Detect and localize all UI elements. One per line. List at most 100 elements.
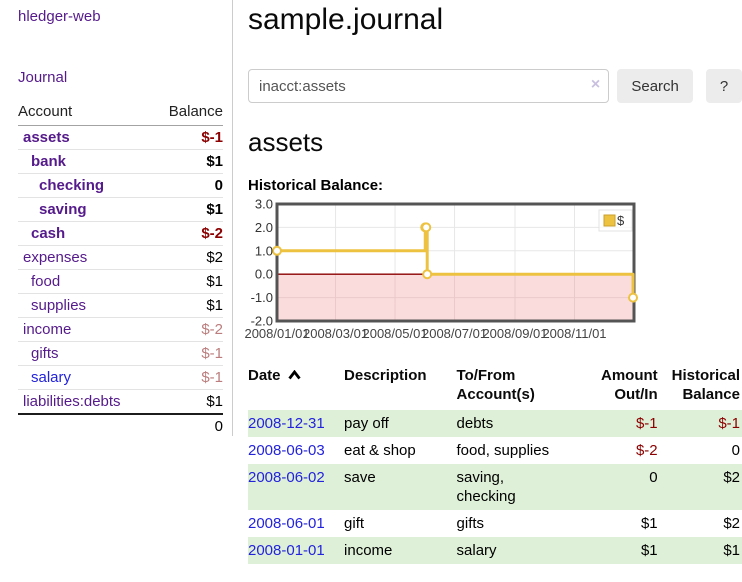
search-form: × Search ? (248, 69, 742, 103)
transactions-header-row: Date Description To/From Account(s) Amou… (248, 364, 742, 410)
chart-title: Historical Balance: (248, 177, 384, 194)
transaction-row: 2008-01-01 income salary $1 $1 (248, 537, 742, 564)
svg-text:2008/05/01: 2008/05/01 (362, 326, 427, 341)
transaction-description: pay off (344, 415, 389, 432)
accounts-column-header-main: To/From Account(s) (456, 367, 535, 403)
account-balance: $1 (152, 149, 223, 174)
account-link[interactable]: checking (39, 177, 105, 194)
chart-canvas: $3.0 2.0 1.0 0.0 -1.0 -2.02008/01/012008/03/0… (244, 197, 639, 341)
transaction-amount: $-1 (635, 415, 658, 432)
main-content: sample.journal × Search ? assets Histori… (244, 0, 742, 564)
transaction-date-link[interactable]: 2008-01-01 (248, 542, 325, 559)
transaction-description: eat & shop (344, 442, 416, 459)
account-row: supplies $1 (18, 293, 223, 318)
account-row: saving $1 (18, 197, 223, 222)
transaction-accounts: debts (456, 415, 494, 432)
account-balance: 0 (152, 173, 223, 198)
transaction-amount: $1 (640, 542, 658, 559)
account-link[interactable]: food (31, 273, 61, 290)
balance-column-header: Balance (152, 100, 223, 126)
description-column-header: Description (344, 367, 427, 384)
account-link[interactable]: bank (31, 153, 67, 170)
svg-text:3.0: 3.0 (255, 197, 273, 212)
transaction-amount: $1 (640, 515, 658, 532)
accounts-total-value: 0 (152, 413, 223, 438)
transaction-description: gift (344, 515, 365, 532)
svg-text:2008/01/01: 2008/01/01 (244, 326, 309, 341)
transaction-balance: $2 (723, 469, 740, 486)
account-link[interactable]: cash (31, 225, 66, 242)
transaction-date-link[interactable]: 2008-06-01 (248, 515, 325, 532)
account-link[interactable]: salary (31, 369, 72, 386)
account-row: income $-2 (18, 317, 223, 342)
account-link[interactable]: assets (23, 129, 70, 146)
page-title: sample.journal (248, 3, 444, 36)
transaction-amount: $-2 (635, 442, 658, 459)
svg-text:-2.0: -2.0 (251, 314, 273, 329)
account-balance: $1 (152, 197, 223, 222)
account-link[interactable]: liabilities:debts (23, 393, 121, 410)
transaction-date-link[interactable]: 2008-12-31 (248, 415, 325, 432)
svg-text:1.0: 1.0 (255, 243, 273, 258)
account-balance: $-1 (152, 125, 223, 150)
transaction-amount: 0 (649, 469, 658, 486)
account-link[interactable]: saving (39, 201, 87, 218)
transaction-date-link[interactable]: 2008-06-03 (248, 442, 325, 459)
account-row: food $1 (18, 269, 223, 294)
account-link[interactable]: income (23, 321, 72, 338)
transaction-row: 2008-06-01 gift gifts $1 $2 (248, 510, 742, 537)
transaction-accounts: saving, checking (456, 469, 516, 505)
account-link[interactable]: supplies (31, 297, 87, 314)
account-row: liabilities:debts $1 (18, 389, 223, 415)
account-link[interactable]: expenses (23, 249, 88, 266)
search-input[interactable] (248, 69, 610, 103)
transaction-description: save (344, 469, 376, 486)
svg-text:0.0: 0.0 (255, 267, 273, 282)
svg-text:2008/03/01: 2008/03/01 (303, 326, 368, 341)
svg-text:-1.0: -1.0 (251, 290, 273, 305)
app-title-link[interactable]: hledger-web (18, 8, 101, 25)
transaction-row: 2008-12-31 pay off debts $-1 $-1 (248, 410, 742, 437)
account-heading: assets (248, 127, 324, 157)
sort-ascending-icon (287, 369, 301, 380)
search-button[interactable]: Search (617, 69, 694, 103)
account-balance: $-2 (152, 317, 223, 342)
transaction-balance: $2 (723, 515, 740, 532)
accounts-column-header: Account (18, 100, 153, 126)
account-balance: $-1 (152, 365, 223, 390)
accounts-table-body: assets $-1 bank $1 checking 0 saving $1 cash $-2 e… (18, 125, 223, 415)
transaction-row: 2008-06-03 eat & shop food, supplies $-2 0 (248, 437, 742, 464)
transaction-balance: $-1 (718, 415, 740, 432)
svg-text:$: $ (617, 213, 625, 228)
account-link[interactable]: gifts (31, 345, 59, 362)
account-row: cash $-2 (18, 221, 223, 246)
chart-legend: $ (598, 209, 633, 232)
account-balance: $1 (152, 293, 223, 318)
account-row: assets $-1 (18, 125, 223, 150)
account-row: expenses $2 (18, 245, 223, 270)
account-row: bank $1 (18, 149, 223, 174)
amount-column-header: Amount Out/In (600, 367, 658, 403)
transaction-description: income (344, 542, 393, 559)
transaction-accounts: gifts (456, 515, 485, 532)
account-row: checking 0 (18, 173, 223, 198)
account-balance: $2 (152, 245, 223, 270)
sidebar-item-journal[interactable]: Journal (18, 69, 68, 86)
account-row: gifts $-1 (18, 341, 223, 366)
transaction-accounts: food, supplies (456, 442, 550, 459)
help-button[interactable]: ? (706, 69, 742, 103)
transactions-table-body: 2008-12-31 pay off debts $-1 $-1 2008-06-03 ea… (248, 410, 742, 564)
legend-swatch-icon (603, 214, 616, 227)
svg-text:2008/11/01: 2008/11/01 (542, 326, 606, 341)
transaction-balance: 0 (731, 442, 740, 459)
svg-text:2008/07/01: 2008/07/01 (422, 326, 487, 341)
transaction-date-link[interactable]: 2008-06-02 (248, 469, 325, 486)
date-column-header[interactable]: Date (248, 364, 344, 410)
search-box: × (248, 69, 610, 103)
transactions-table: Date Description To/From Account(s) Amou… (248, 364, 742, 564)
accounts-balance-table: Account Balance assets $-1 bank $1 checking 0… (18, 100, 223, 438)
transaction-accounts: salary (456, 542, 497, 559)
svg-text:2008/09/01: 2008/09/01 (482, 326, 547, 341)
clear-search-icon[interactable]: × (590, 76, 601, 93)
svg-text:2.0: 2.0 (255, 220, 273, 235)
